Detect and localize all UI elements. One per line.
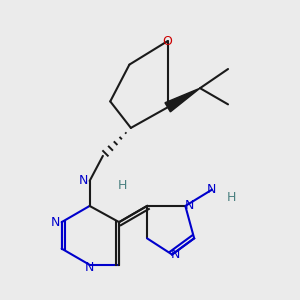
Text: H: H <box>117 179 127 192</box>
Text: N: N <box>79 174 88 188</box>
Text: N: N <box>85 261 94 274</box>
Text: N: N <box>170 248 180 261</box>
Polygon shape <box>165 88 200 112</box>
Text: N: N <box>51 216 61 229</box>
Text: N: N <box>207 183 217 196</box>
Text: O: O <box>163 34 172 48</box>
Text: H: H <box>226 190 236 204</box>
Text: N: N <box>185 200 194 212</box>
